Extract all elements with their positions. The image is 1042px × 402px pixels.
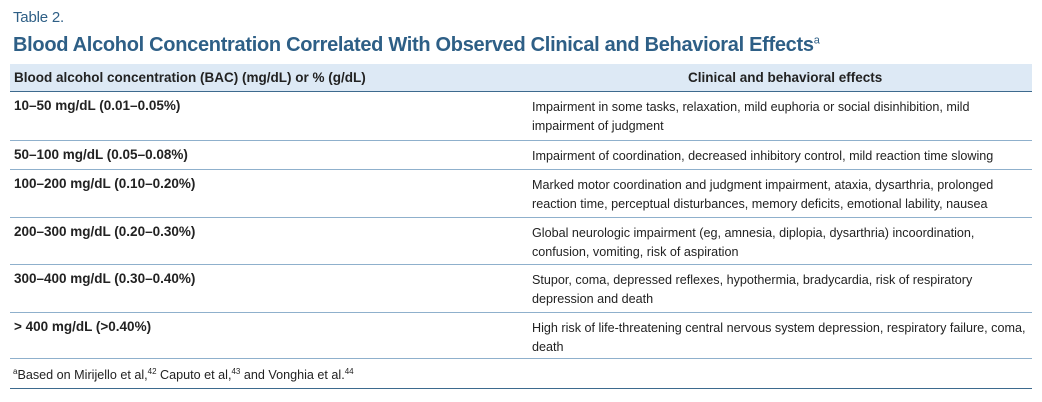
footnote: aBased on Mirijello et al,42 Caputo et a…: [13, 367, 354, 382]
effect-cell: Marked motor coordination and judgment i…: [532, 178, 994, 211]
bac-cell: 200–300 mg/dL (0.20–0.30%): [14, 224, 196, 239]
footnote-text: Based on Mirijello et al,: [17, 368, 148, 383]
footnote-ref: 43: [231, 367, 241, 376]
header-row: Blood alcohol concentration (BAC) (mg/dL…: [10, 64, 1032, 91]
row-divider: [10, 217, 1032, 218]
footnote-ref: 44: [344, 367, 354, 376]
bac-cell: 50–100 mg/dL (0.05–0.08%): [14, 147, 188, 162]
bac-cell: 10–50 mg/dL (0.01–0.05%): [14, 98, 181, 113]
effect-cell: Global neurologic impairment (eg, amnesi…: [532, 226, 975, 259]
effect-cell: Impairment of coordination, decreased in…: [532, 149, 994, 163]
header-bac: Blood alcohol concentration (BAC) (mg/dL…: [14, 70, 366, 85]
footnote-ref: 42: [147, 367, 157, 376]
row-divider: [10, 140, 1032, 141]
table-title: Blood Alcohol Concentration Correlated W…: [13, 34, 820, 57]
effect-cell: Impairment in some tasks, relaxation, mi…: [532, 100, 970, 133]
bac-cell: 100–200 mg/dL (0.10–0.20%): [14, 176, 196, 191]
header-effects: Clinical and behavioral effects: [688, 70, 883, 85]
row-divider: [10, 264, 1032, 265]
table-title-text: Blood Alcohol Concentration Correlated W…: [13, 34, 814, 56]
header-rule: [10, 91, 1032, 92]
footnote-text: and Vonghia et al.: [240, 368, 345, 383]
table-label: Table 2.: [13, 9, 64, 26]
footnote-text: Caputo et al,: [156, 368, 232, 383]
row-divider: [10, 312, 1032, 313]
row-divider: [10, 358, 1032, 359]
bac-cell: > 400 mg/dL (>0.40%): [14, 319, 152, 334]
effect-cell: Stupor, coma, depressed reflexes, hypoth…: [532, 273, 973, 306]
footnote-mark: a: [13, 367, 18, 376]
bac-cell: 300–400 mg/dL (0.30–0.40%): [14, 271, 196, 286]
row-divider: [10, 169, 1032, 170]
effect-cell: High risk of life-threatening central ne…: [532, 321, 1026, 354]
title-footnote-mark: a: [813, 34, 820, 47]
bottom-rule: [10, 388, 1032, 389]
